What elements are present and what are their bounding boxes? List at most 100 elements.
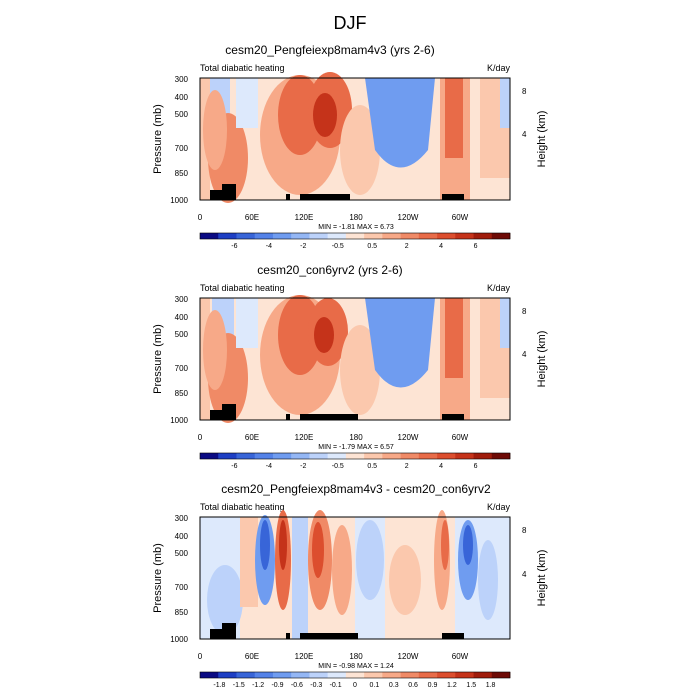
panel-3-ytick-label: 500	[175, 549, 189, 558]
colorbar-swatch	[437, 233, 456, 239]
colorbar-swatch	[218, 672, 237, 678]
colorbar-label: 0.9	[428, 682, 438, 689]
colorbar-label: -6	[231, 243, 237, 250]
panel-1-ylabel-right: Height (km)	[536, 111, 548, 168]
colorbar-swatch	[200, 453, 219, 459]
colorbar-swatch	[254, 453, 274, 459]
colorbar-outline	[199, 452, 511, 460]
panel-1-height-tick: 4	[522, 130, 527, 139]
panel-1-height-tick: 8	[522, 87, 527, 96]
panel-1-ytick-label: 700	[175, 144, 189, 153]
panel-3-plot-area	[200, 510, 510, 639]
colorbar-swatch	[327, 453, 347, 459]
panel-2-xtick-label: 120E	[295, 433, 314, 442]
colorbar-swatch	[309, 672, 328, 678]
colorbar-swatch	[418, 453, 438, 459]
colorbar-label: -1.2	[252, 682, 264, 689]
panel-2-plot-area	[200, 295, 510, 423]
panel-2-ylabel: Pressure (mb)	[152, 324, 164, 394]
colorbar-swatch	[309, 453, 328, 459]
colorbar-swatch	[254, 672, 274, 678]
colorbar-swatch	[236, 672, 256, 678]
panel-2-height-tick: 4	[522, 350, 527, 359]
panel-1-colorbar: -6 -4 -2 -0.5 0.5 2 4 6	[199, 232, 511, 250]
panel-2-height-tick: 8	[522, 307, 527, 316]
colorbar-swatch	[382, 233, 401, 239]
panel-3: cesm20_Pengfeiexp8mam4v3 - cesm20_con6yr…	[152, 482, 548, 689]
panel-2-xtick-label: 60E	[245, 433, 259, 442]
panel-1-ylabel: Pressure (mb)	[152, 104, 164, 174]
panel-2-right-label: K/day	[487, 283, 511, 293]
colorbar-swatch	[455, 453, 474, 459]
colorbar-swatch	[236, 453, 256, 459]
panel-2-xtick-label: 180	[349, 433, 363, 442]
panel-2-xtick-label: 120W	[398, 433, 419, 442]
panel-2-ytick-label: 400	[175, 313, 189, 322]
colorbar-swatch	[272, 453, 292, 459]
colorbar-label: 0.6	[408, 682, 418, 689]
panel-1-xtick-label: 60W	[452, 213, 469, 222]
colorbar-swatch	[218, 233, 237, 239]
colorbar-swatch	[382, 453, 401, 459]
colorbar-label: -0.9	[271, 682, 283, 689]
panel-1: cesm20_Pengfeiexp8mam4v3 (yrs 2-6) Total…	[152, 43, 548, 250]
panel-3-ylabel-right: Height (km)	[536, 550, 548, 607]
colorbar-swatch	[200, 233, 219, 239]
colorbar-label: 1.5	[466, 682, 476, 689]
colorbar-label: -6	[231, 463, 237, 470]
panel-3-ytick-label: 850	[175, 608, 189, 617]
panel-1-title: cesm20_Pengfeiexp8mam4v3 (yrs 2-6)	[225, 43, 434, 57]
panel-1-right-label: K/day	[487, 63, 511, 73]
colorbar-label: 0.5	[367, 463, 377, 470]
panel-3-stats: MIN = -0.98 MAX = 1.24	[318, 663, 394, 670]
panel-2-ytick-label: 700	[175, 364, 189, 373]
panel-2-ytick-label: 1000	[170, 416, 188, 425]
colorbar-label: -2	[300, 463, 306, 470]
panel-2-xtick-label: 60W	[452, 433, 469, 442]
panel-3-ytick-label: 300	[175, 514, 189, 523]
colorbar-label: -0.5	[332, 243, 344, 250]
panel-1-stats: MIN = -1.81 MAX = 6.73	[318, 224, 394, 231]
panel-3-xtick-label: 60W	[452, 652, 469, 661]
panel-3-xtick-label: 120W	[398, 652, 419, 661]
colorbar-label: 4	[439, 463, 443, 470]
colorbar-swatch	[345, 672, 365, 678]
colorbar-label: -0.3	[310, 682, 322, 689]
colorbar-label: 0.5	[367, 243, 377, 250]
colorbar-swatch	[400, 453, 420, 459]
colorbar-outline	[199, 671, 511, 679]
panel-2-ylabel-right: Height (km)	[536, 331, 548, 388]
colorbar-label: 6	[474, 243, 478, 250]
panel-1-plot-area	[200, 72, 510, 203]
panel-3-title: cesm20_Pengfeiexp8mam4v3 - cesm20_con6yr…	[221, 482, 491, 496]
colorbar-swatch	[473, 672, 493, 678]
colorbar-swatch	[437, 453, 456, 459]
colorbar-swatch	[400, 672, 420, 678]
colorbar-swatch	[491, 453, 511, 459]
colorbar-swatch	[327, 233, 347, 239]
panel-1-xtick-label: 120E	[295, 213, 314, 222]
panel-1-ytick-label: 1000	[170, 196, 188, 205]
colorbar-label: 1.8	[486, 682, 496, 689]
colorbar-swatch	[309, 233, 328, 239]
colorbar-swatch	[291, 233, 310, 239]
panel-3-height-tick: 4	[522, 570, 527, 579]
colorbar-swatch	[382, 672, 401, 678]
colorbar-label: 0	[353, 682, 357, 689]
colorbar-swatch	[364, 453, 383, 459]
colorbar-swatch	[291, 453, 310, 459]
panel-2-title: cesm20_con6yrv2 (yrs 2-6)	[257, 263, 402, 277]
panel-3-xtick-label: 60E	[245, 652, 259, 661]
colorbar-label: -0.1	[330, 682, 342, 689]
colorbar-label: 1.2	[447, 682, 457, 689]
colorbar-label: 0.3	[389, 682, 399, 689]
colorbar-label: -1.5	[233, 682, 245, 689]
colorbar-label: 6	[474, 463, 478, 470]
panel-2-stats: MIN = -1.79 MAX = 6.57	[318, 444, 394, 451]
colorbar-swatch	[491, 672, 511, 678]
colorbar-swatch	[455, 672, 474, 678]
colorbar-swatch	[455, 233, 474, 239]
colorbar-swatch	[272, 672, 292, 678]
colorbar-swatch	[236, 233, 256, 239]
